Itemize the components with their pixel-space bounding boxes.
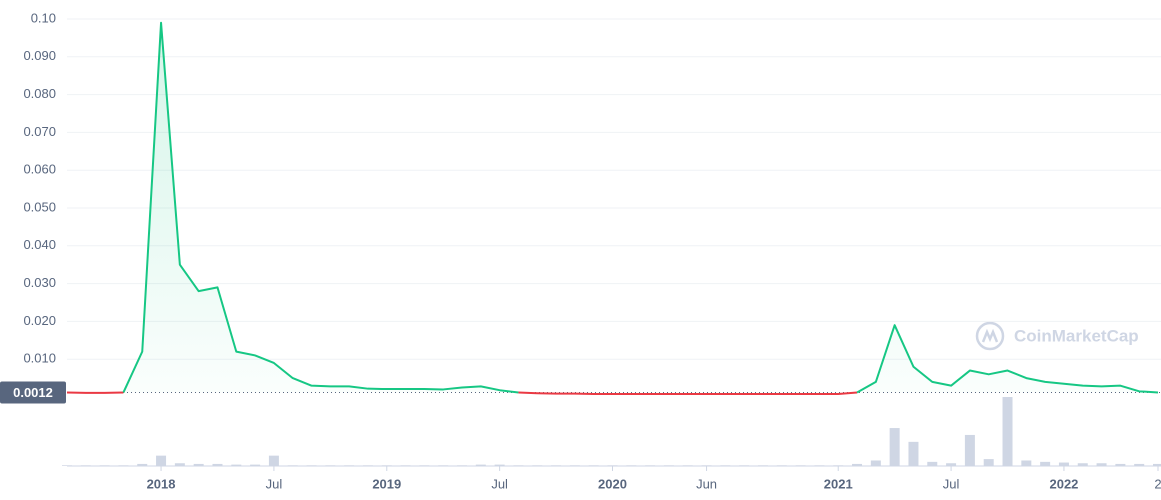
price-line: [122, 21, 519, 394]
x-tick-label: 2022: [1049, 476, 1078, 491]
x-tick-label: 2: [1154, 476, 1161, 491]
volume-bar: [946, 463, 957, 466]
x-tick-label: 2021: [824, 476, 853, 491]
volume-bar: [983, 459, 994, 466]
x-tick-label: Jul: [266, 476, 283, 491]
volume-bar: [1115, 463, 1126, 466]
volume-bar: [174, 463, 185, 466]
x-tick-label: Jul: [943, 476, 960, 491]
volume-bar: [494, 464, 505, 466]
volume-bar: [1096, 463, 1107, 466]
x-tick-label: 2019: [372, 476, 401, 491]
volume-bar: [1077, 463, 1088, 466]
watermark-text: CoinMarketCap: [1014, 326, 1139, 345]
y-tick-label: 0.010: [23, 351, 56, 366]
volume-bar: [212, 463, 223, 466]
volume-bar: [964, 434, 975, 466]
volume-bar: [1002, 397, 1013, 466]
volume-bar: [250, 464, 261, 466]
y-tick-label: 0.050: [23, 199, 56, 214]
y-tick-label: 0.080: [23, 86, 56, 101]
volume-bar: [908, 441, 919, 466]
volume-bar: [193, 463, 204, 466]
volume-bar: [475, 464, 486, 466]
price-line: [856, 324, 1159, 394]
volume-bar: [852, 463, 863, 466]
x-tick-label: 2018: [147, 476, 176, 491]
volume-bar: [889, 428, 900, 466]
volume-bar: [1040, 461, 1051, 466]
area: [67, 22, 1158, 394]
y-tick-label: 0.090: [23, 48, 56, 63]
y-tick-label: 0.060: [23, 162, 56, 177]
price-line: [518, 391, 858, 395]
y-tick-label: 0.040: [23, 237, 56, 252]
watermark: CoinMarketCap: [975, 321, 1139, 351]
volume-bar: [1058, 462, 1069, 466]
volume-bar: [927, 461, 938, 466]
x-tick-label: Jun: [696, 476, 717, 491]
y-tick-label: 0.070: [23, 124, 56, 139]
reference-label: 0.0012: [13, 385, 53, 400]
volume-bar: [1134, 463, 1145, 466]
y-tick-label: 0.030: [23, 275, 56, 290]
volume-bar: [1153, 463, 1161, 466]
volume-bar: [870, 460, 881, 466]
volume-bar: [268, 455, 279, 466]
x-tick-label: 2020: [598, 476, 627, 491]
volume-bar: [156, 455, 167, 466]
volume-bar: [1021, 460, 1032, 466]
x-tick-label: Jul: [491, 476, 508, 491]
reference-badge: [0, 381, 66, 404]
y-tick-label: 0.10: [31, 10, 56, 25]
y-tick-label: 0.020: [23, 313, 56, 328]
volume-bar: [137, 463, 148, 466]
volume-bar: [231, 464, 242, 466]
